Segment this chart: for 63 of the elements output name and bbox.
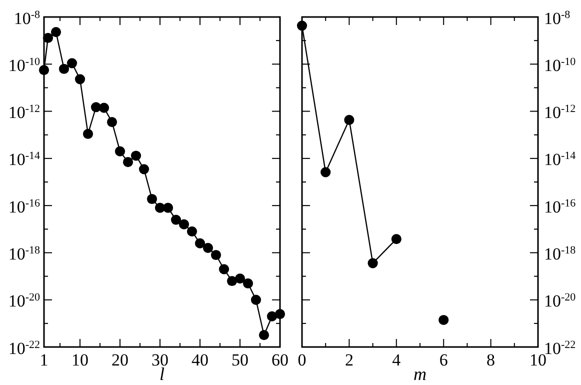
y-tick-label: 10$^{-22}$ — [8, 338, 40, 358]
point — [114, 146, 126, 156]
point — [368, 258, 378, 268]
point — [146, 194, 158, 204]
point — [122, 157, 134, 168]
point — [178, 219, 190, 230]
x-tick-label: 20 — [112, 350, 128, 370]
point — [162, 202, 174, 213]
point — [38, 65, 50, 76]
x-tick-label: 1 — [40, 350, 48, 370]
point — [218, 264, 230, 274]
y2-tick-label: 10$^{-12}$ — [544, 103, 576, 122]
y-tick-label: 10$^{-20}$ — [8, 292, 40, 311]
point — [82, 128, 94, 139]
x-tick-label: 4 — [392, 350, 402, 370]
x-tick-label: 2 — [344, 350, 354, 370]
point — [391, 234, 402, 244]
point — [438, 314, 449, 326]
point — [202, 242, 214, 253]
point — [194, 238, 206, 248]
point — [50, 27, 62, 38]
y2-tick-label: 10$^{-14}$ — [544, 150, 576, 170]
y-tick-label: 10$^{-8}$ — [14, 8, 40, 28]
point — [138, 164, 150, 174]
y2-tick-label: 10$^{-20}$ — [544, 292, 576, 311]
point — [266, 311, 278, 322]
point — [296, 20, 308, 31]
x-tick-label: 60 — [272, 350, 288, 370]
x-tick-label: 6 — [439, 350, 448, 370]
point — [274, 309, 286, 320]
point — [186, 226, 198, 236]
y-tick-label: 10$^{-14}$ — [8, 150, 40, 170]
point — [130, 150, 142, 161]
y2-tick-label: 10$^{-8}$ — [544, 8, 571, 28]
point — [250, 294, 262, 305]
point — [226, 276, 238, 286]
y-tick-label: 10$^{-16}$ — [8, 197, 40, 216]
point — [170, 214, 182, 225]
point — [106, 116, 118, 128]
x-tick-label: 0 — [298, 350, 306, 370]
point — [242, 278, 254, 288]
point — [258, 330, 270, 340]
y2-tick-label: 10$^{-18}$ — [544, 244, 576, 264]
point — [74, 74, 86, 84]
x-tick-label: 10 — [72, 350, 88, 370]
x-tick-label: 40 — [192, 350, 208, 370]
point — [66, 58, 78, 68]
point — [210, 250, 222, 260]
x-tick-label: 50 — [232, 350, 248, 370]
point — [234, 274, 246, 284]
point — [42, 32, 54, 43]
x-tick-label: 10 — [530, 350, 546, 370]
y2-tick-label: 10$^{-10}$ — [544, 56, 576, 75]
y-tick-label: 10$^{-12}$ — [8, 103, 40, 122]
y2-tick-label: 10$^{-16}$ — [544, 197, 576, 216]
x-tick-label: 8 — [486, 350, 496, 370]
y-tick-label: 10$^{-18}$ — [8, 244, 40, 264]
y-tick-label: 10$^{-10}$ — [8, 56, 40, 75]
point — [98, 102, 110, 113]
point — [58, 64, 70, 74]
point — [320, 167, 331, 178]
point — [344, 114, 354, 125]
x-axis-title: m — [414, 364, 426, 384]
